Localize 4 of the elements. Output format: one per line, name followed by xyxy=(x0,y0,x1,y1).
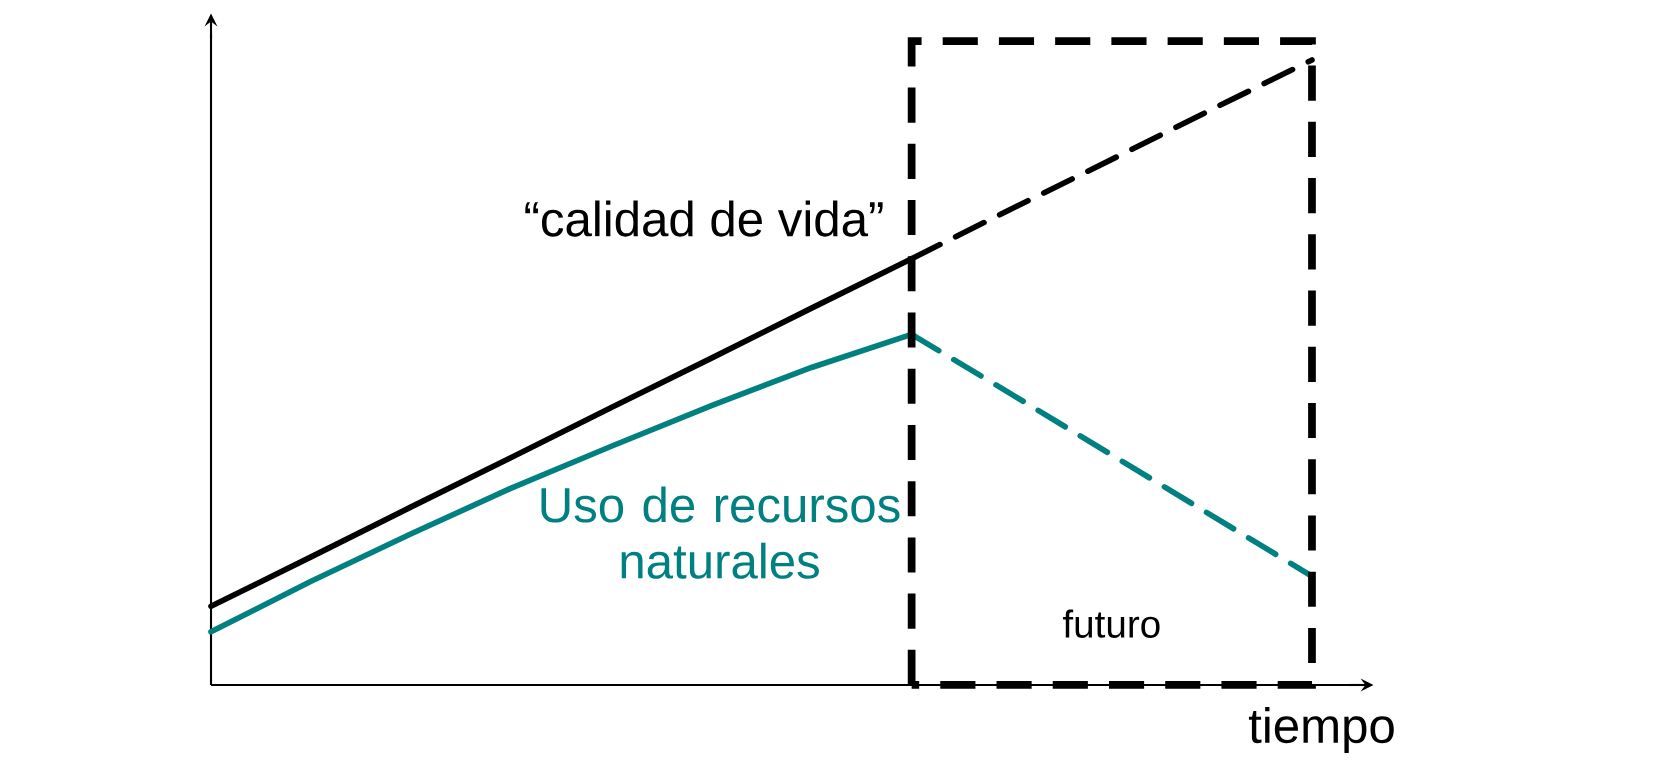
series-label: “calidad de vida” xyxy=(525,200,883,237)
x-axis-title: tiempo xyxy=(1248,707,1394,753)
annotation: futuro xyxy=(1062,609,1160,638)
series-label: Uso de recursos naturales xyxy=(541,486,900,579)
